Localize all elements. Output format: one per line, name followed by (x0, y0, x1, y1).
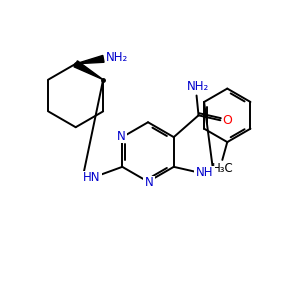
Text: HN: HN (82, 171, 101, 184)
Text: N: N (117, 130, 126, 142)
Text: N: N (116, 130, 126, 142)
Text: HN: HN (83, 171, 100, 184)
Polygon shape (76, 56, 104, 64)
Text: NH: NH (194, 166, 214, 179)
Polygon shape (74, 61, 103, 80)
Text: O: O (222, 114, 232, 127)
Text: NH₂: NH₂ (186, 80, 209, 93)
Text: NH₂: NH₂ (106, 51, 128, 64)
Text: H₃C: H₃C (212, 162, 233, 175)
Text: N: N (144, 176, 154, 189)
Text: NH: NH (196, 166, 213, 179)
Text: N: N (145, 176, 153, 189)
